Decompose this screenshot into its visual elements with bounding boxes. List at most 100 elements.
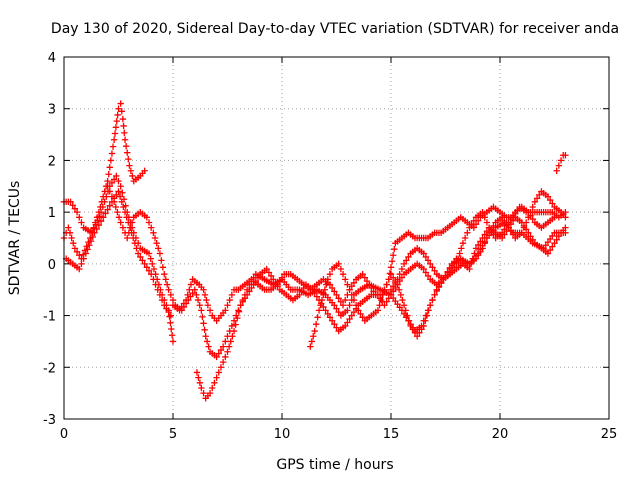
data-point bbox=[151, 234, 159, 242]
data-point bbox=[115, 188, 122, 195]
data-point bbox=[481, 231, 488, 238]
data-point bbox=[475, 252, 482, 259]
data-point bbox=[196, 302, 203, 309]
data-point bbox=[479, 245, 486, 252]
x-tick-label: 25 bbox=[601, 427, 618, 442]
data-point bbox=[464, 229, 471, 237]
data-point bbox=[167, 319, 174, 327]
x-tick-label: 0 bbox=[60, 427, 68, 442]
data-point bbox=[217, 364, 225, 371]
data-point bbox=[103, 193, 110, 200]
data-point bbox=[108, 193, 116, 200]
data-point bbox=[422, 269, 430, 276]
series-arc-8 bbox=[387, 203, 558, 293]
data-point bbox=[446, 271, 454, 278]
data-point bbox=[300, 284, 307, 292]
data-point bbox=[219, 343, 227, 350]
data-point bbox=[475, 241, 482, 249]
data-point bbox=[311, 327, 318, 335]
data-point bbox=[200, 320, 207, 327]
data-point bbox=[128, 219, 136, 226]
data-point bbox=[203, 296, 210, 304]
data-point bbox=[479, 208, 486, 216]
data-point bbox=[150, 229, 157, 237]
data-point bbox=[533, 195, 541, 202]
data-point bbox=[106, 188, 113, 195]
data-point bbox=[402, 307, 409, 314]
data-point bbox=[274, 283, 281, 290]
data-point bbox=[435, 283, 443, 290]
data-point bbox=[95, 221, 103, 229]
data-point bbox=[122, 143, 130, 150]
data-point bbox=[217, 346, 225, 354]
data-point bbox=[120, 122, 127, 130]
data-point bbox=[350, 308, 358, 316]
y-tick-label: -1 bbox=[43, 310, 56, 325]
data-point bbox=[326, 271, 334, 278]
data-point bbox=[328, 317, 336, 324]
data-point bbox=[130, 234, 137, 242]
data-point bbox=[366, 281, 373, 288]
data-point bbox=[317, 302, 324, 309]
data-point bbox=[115, 214, 123, 221]
data-point bbox=[383, 298, 390, 305]
data-point bbox=[131, 239, 139, 247]
data-point bbox=[278, 274, 286, 281]
data-point bbox=[191, 286, 198, 293]
data-point bbox=[250, 281, 257, 288]
data-point bbox=[137, 253, 144, 261]
data-point bbox=[134, 250, 142, 257]
data-point bbox=[145, 250, 153, 257]
data-point bbox=[180, 300, 188, 307]
data-point bbox=[483, 219, 491, 226]
data-point bbox=[115, 105, 122, 112]
data-point bbox=[267, 272, 275, 280]
data-point bbox=[389, 274, 397, 281]
data-point bbox=[488, 227, 495, 235]
data-point bbox=[427, 302, 434, 309]
data-point bbox=[451, 264, 458, 271]
data-point bbox=[333, 324, 340, 331]
data-point bbox=[377, 296, 385, 304]
data-point bbox=[243, 291, 251, 299]
data-point bbox=[241, 295, 249, 302]
data-point bbox=[115, 177, 122, 185]
data-point bbox=[224, 302, 231, 309]
data-point bbox=[335, 308, 342, 316]
data-point bbox=[529, 215, 536, 223]
data-point bbox=[106, 164, 113, 171]
data-point bbox=[481, 239, 488, 247]
y-tick-label: 1 bbox=[48, 206, 56, 221]
data-point bbox=[549, 243, 556, 250]
data-point bbox=[348, 283, 355, 290]
y-tick-label: 0 bbox=[48, 258, 56, 273]
data-point bbox=[339, 271, 347, 278]
data-point bbox=[113, 117, 120, 125]
data-point bbox=[313, 293, 321, 300]
data-point bbox=[498, 214, 506, 221]
data-point bbox=[333, 291, 340, 299]
data-point bbox=[418, 326, 425, 333]
data-point bbox=[119, 189, 126, 196]
data-point bbox=[562, 224, 569, 231]
data-point bbox=[143, 264, 151, 271]
data-point bbox=[239, 298, 246, 305]
data-point bbox=[105, 171, 112, 178]
data-point bbox=[204, 302, 212, 309]
data-point bbox=[91, 229, 98, 237]
data-point bbox=[423, 312, 431, 319]
data-point bbox=[342, 322, 349, 330]
data-point bbox=[213, 374, 220, 381]
chart-title: Day 130 of 2020, Sidereal Day-to-day VTE… bbox=[51, 21, 619, 37]
data-point bbox=[553, 167, 560, 174]
data-point bbox=[551, 239, 558, 247]
data-point bbox=[165, 308, 172, 316]
data-point bbox=[117, 183, 124, 190]
x-tick-label: 5 bbox=[169, 427, 177, 442]
data-point bbox=[518, 229, 525, 237]
data-point bbox=[453, 260, 460, 268]
data-point bbox=[120, 203, 127, 211]
data-point bbox=[326, 314, 334, 321]
data-point bbox=[335, 295, 342, 302]
data-point bbox=[78, 219, 85, 226]
